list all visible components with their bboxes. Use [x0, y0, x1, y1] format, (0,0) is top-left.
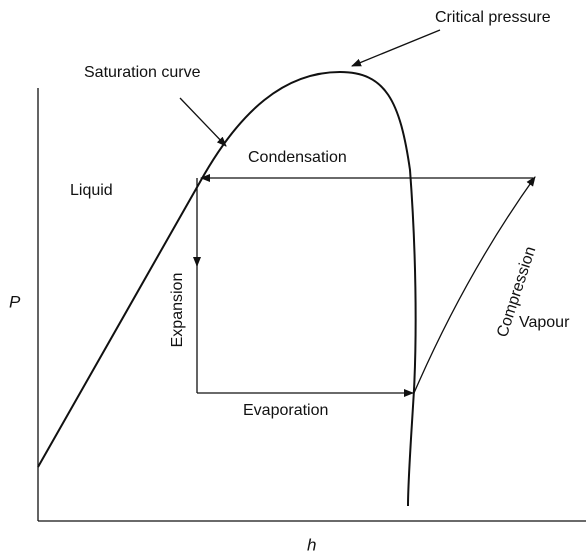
- critical-pointer: [351, 29, 441, 67]
- axis-label: P: [9, 292, 21, 311]
- compression-line: [413, 176, 536, 394]
- saturation-pointer: [179, 97, 227, 147]
- label: Vapour: [519, 314, 570, 331]
- label: Saturation curve: [84, 64, 201, 81]
- axis-label: h: [307, 535, 316, 554]
- label: Liquid: [70, 182, 113, 199]
- label: Condensation: [248, 149, 347, 166]
- saturation-curve: [37, 70, 417, 507]
- label: Evaporation: [243, 402, 328, 419]
- label: Expansion: [169, 273, 186, 348]
- label: Critical pressure: [435, 9, 551, 26]
